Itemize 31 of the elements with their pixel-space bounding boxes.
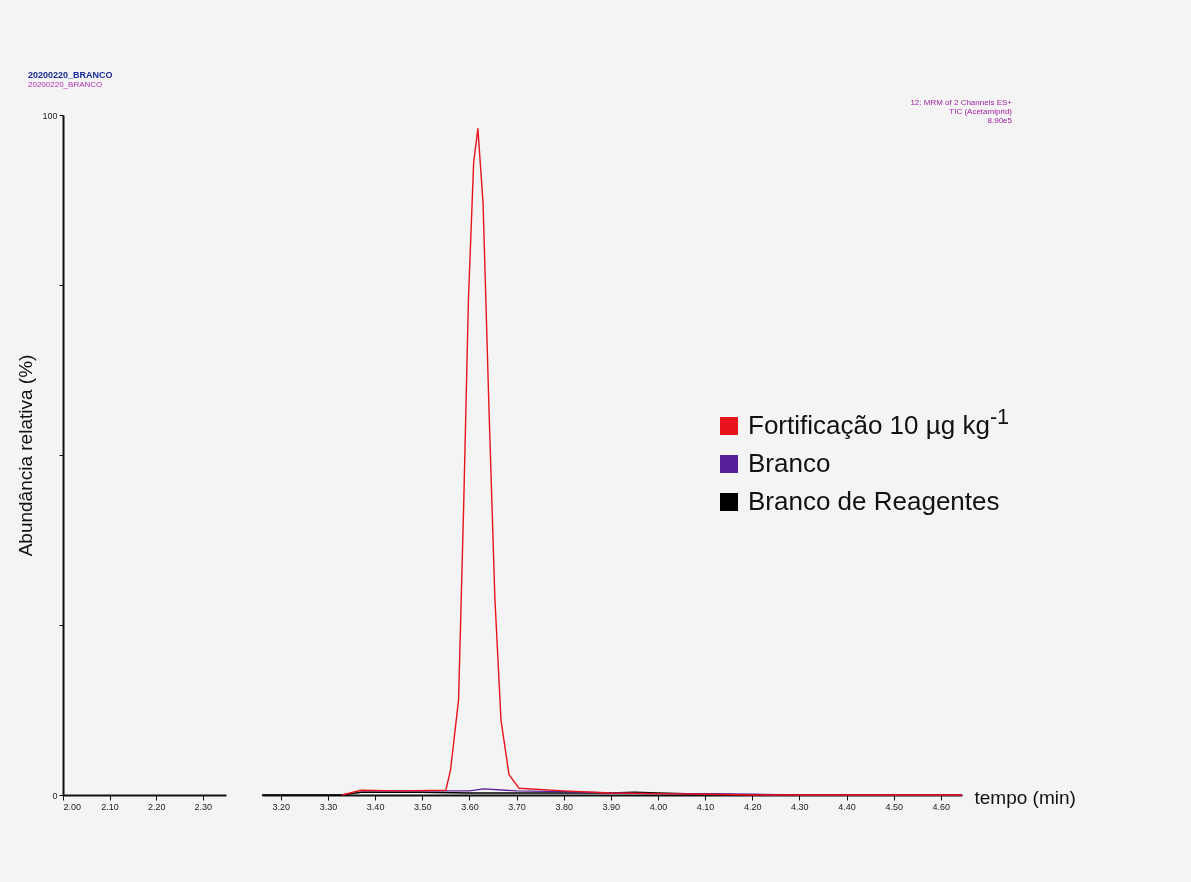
x-tick-label: 3.50	[414, 801, 432, 812]
y-axis-title: Abundância relativa (%)	[15, 354, 37, 557]
x-tick-label: 2.10	[101, 801, 119, 812]
text: 8.90e5	[987, 116, 1013, 125]
x-tick-label: 3.90	[602, 801, 621, 812]
y-tick-label: 100	[42, 110, 58, 121]
x-tick-label: 4.00	[649, 801, 668, 812]
x-tick-label: 2.20	[147, 801, 166, 812]
annotation: TIC (Acetamiprid)	[949, 107, 1013, 116]
legend-label: Fortificação 10 µg kg$^{-1}$	[748, 404, 1010, 440]
x-tick-label: 2.00	[63, 801, 82, 812]
x-axis-title: tempo (min)	[974, 786, 1076, 808]
chart-subtitle: 20200220_BRANCO	[28, 80, 103, 89]
x-tick-label: 3.40	[366, 801, 385, 812]
text: 12: MRM of 2 Channels ES+	[910, 98, 1013, 107]
x-tick-label: 4.40	[838, 801, 856, 812]
legend-label: Branco de Reagentes	[748, 485, 1000, 516]
x-tick-label: 4.20	[743, 801, 762, 812]
x-tick-label: 2.30	[194, 801, 212, 812]
x-tick-label: 4.60	[932, 801, 951, 812]
x-tick-label: 3.60	[461, 801, 479, 812]
x-tick-label: 3.80	[555, 801, 573, 812]
x-tick-label: 4.50	[885, 801, 903, 812]
x-tick-label: 3.70	[508, 801, 526, 812]
x-tick-label: 3.20	[272, 801, 291, 812]
legend-label: Branco	[748, 447, 831, 478]
x-tick-label: 3.30	[319, 801, 338, 812]
x-tick-label: 4.30	[791, 801, 809, 812]
y-tick-label: 0	[52, 790, 58, 801]
x-tick-label: 4.10	[696, 801, 715, 812]
chart-title: 20200220_BRANCO	[28, 70, 113, 80]
